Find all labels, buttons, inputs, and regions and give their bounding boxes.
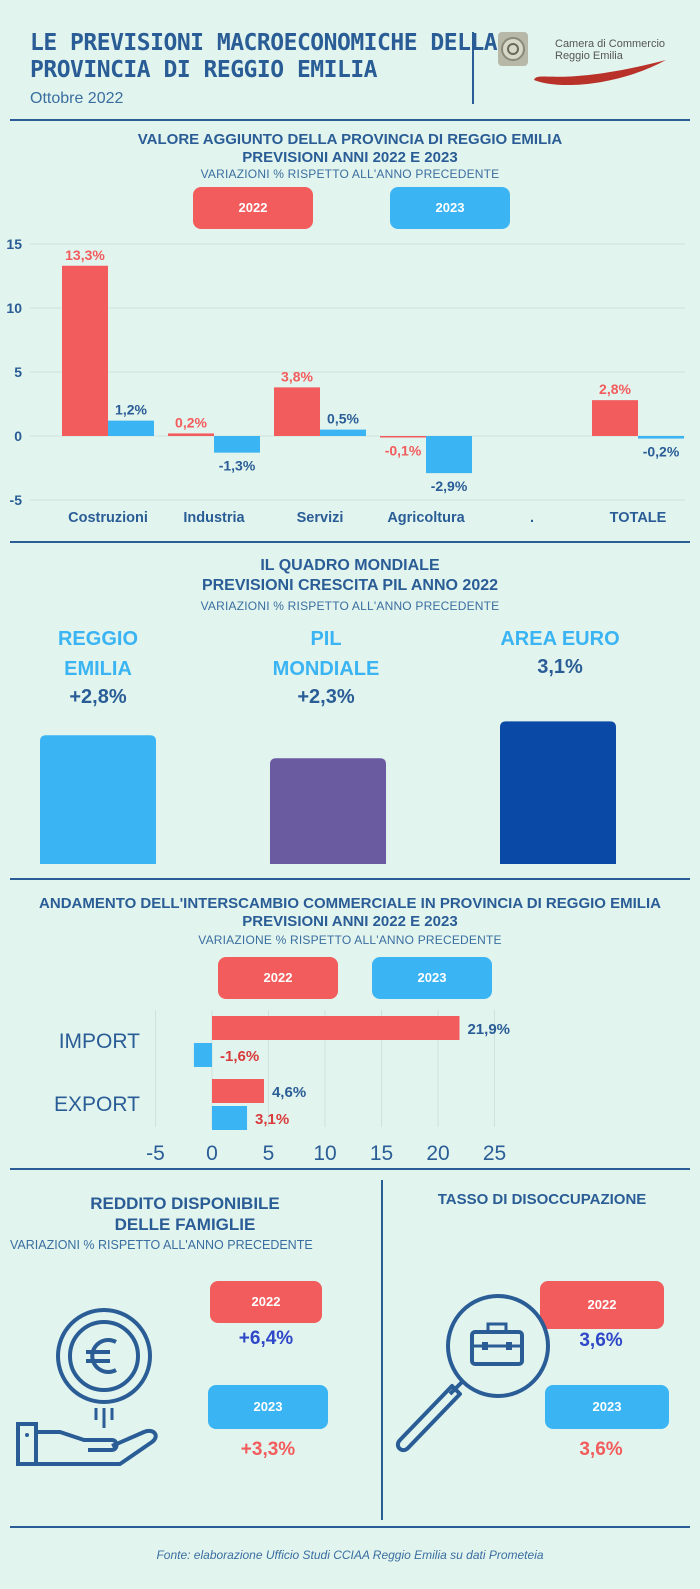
data-label: 2,8% <box>599 381 631 397</box>
magnifier-briefcase-icon <box>395 1294 550 1453</box>
category-label: EXPORT <box>54 1093 140 1116</box>
x-tick-label: -5 <box>146 1142 165 1165</box>
income-subtitle: VARIAZIONI % RISPETTO ALL'ANNO PRECEDENT… <box>10 1238 313 1252</box>
source-note: Fonte: elaborazione Ufficio Studi CCIAA … <box>156 1548 544 1562</box>
unemployment-2022-pill: 2022 <box>540 1281 664 1329</box>
reggio-emilia-block: REGGIO EMILIA +2,8% <box>57 628 138 708</box>
divider-4 <box>10 1168 690 1170</box>
section4-divider <box>381 1180 383 1520</box>
bar-2022-2 <box>274 387 320 436</box>
x-tick-label: 5 <box>263 1142 275 1165</box>
x-tick-label: 25 <box>483 1142 506 1165</box>
header-divider <box>472 32 474 104</box>
y-tick-label: 5 <box>14 364 22 380</box>
income-title: REDDITO DISPONIBILE DELLE FAMIGLIE <box>90 1194 280 1234</box>
pil-mondiale-block: PIL MONDIALE +2,3% <box>272 628 380 708</box>
page-title: LE PREVISIONI MACROECONOMICHE DELLA PROV… <box>30 30 498 84</box>
logo-graphic <box>498 32 666 86</box>
section2-subtitle: VARIAZIONI % RISPETTO ALL'ANNO PRECEDENT… <box>200 599 500 613</box>
trade-bar-2022-1 <box>212 1079 264 1103</box>
bar-2023-0 <box>108 420 154 436</box>
gdp-bar-2 <box>500 721 616 864</box>
trade-bar-2022-0 <box>212 1016 460 1040</box>
data-label: -0,2% <box>643 444 680 460</box>
divider-1 <box>10 119 690 121</box>
data-label: 3,8% <box>281 368 313 384</box>
area-euro-block: AREA EURO 3,1% <box>500 628 620 678</box>
logo-swoosh <box>534 60 666 86</box>
bar-2023-5 <box>638 436 684 439</box>
title-line-2: PROVINCIA DI REGGIO EMILIA <box>30 57 378 83</box>
divider-3 <box>10 878 690 880</box>
trade-bar-2023-1 <box>212 1106 248 1130</box>
x-tick-label: . <box>530 510 534 526</box>
gdp-bar-0 <box>40 735 156 864</box>
trade-chart: -5 0 5 10 15 20 25 IMPORT 21,9% -1,6% EXPORT 4,6% 3,… <box>54 1010 510 1165</box>
y-tick-label: 10 <box>6 300 22 316</box>
y-tick-label: 15 <box>6 236 22 252</box>
title-line-1: LE PREVISIONI MACROECONOMICHE DELLA <box>30 30 498 56</box>
x-tick-label: 20 <box>426 1142 449 1165</box>
trade-bar-2023-0 <box>193 1043 212 1067</box>
section1-subtitle: VARIAZIONI % RISPETTO ALL'ANNO PRECEDENT… <box>200 167 500 181</box>
data-label: 13,3% <box>65 247 105 263</box>
euro-hand-icon <box>16 1308 158 1466</box>
x-tick-label: 10 <box>313 1142 336 1165</box>
gdp-bar-1 <box>270 758 386 864</box>
bar-2023-3 <box>426 436 472 474</box>
value-added-chart: 15 10 5 0 -5 Costruzioni 13,3% 1,2% Industria 0,2… <box>6 236 685 526</box>
x-tick-label: Agricoltura <box>387 510 465 526</box>
income-2022-value: +6,4% <box>238 1328 294 1349</box>
report-date: Ottobre 2022 <box>30 90 124 107</box>
income-2023-value: +3,3% <box>240 1439 296 1460</box>
y-tick-label: -5 <box>10 492 23 508</box>
income-2022-pill: 2022 <box>210 1281 322 1323</box>
unemployment-2023-value: 3,6% <box>579 1439 623 1460</box>
data-label: 4,6% <box>272 1084 306 1101</box>
trade-legend-2023: 2023 <box>372 957 492 999</box>
divider-2 <box>10 541 690 543</box>
chamber-logo: Camera di Commercio Reggio Emilia <box>498 30 678 90</box>
bar-2022-1 <box>168 433 214 436</box>
x-tick-label: TOTALE <box>610 510 667 526</box>
category-label: IMPORT <box>59 1030 140 1053</box>
gdp-chart <box>40 721 616 864</box>
data-label: -2,9% <box>431 478 468 494</box>
data-label: -1,6% <box>220 1048 259 1065</box>
bar-2023-1 <box>214 436 260 453</box>
divider-5 <box>10 1526 690 1528</box>
unemployment-title: TASSO DI DISOCCUPAZIONE <box>437 1191 647 1208</box>
y-tick-label: 0 <box>14 428 22 444</box>
data-label: -0,1% <box>385 443 422 459</box>
section3-title: ANDAMENTO DELL'INTERSCAMBIO COMMERCIALE … <box>39 895 661 930</box>
x-tick-label: Servizi <box>297 510 344 526</box>
unemployment-2023-pill: 2023 <box>545 1385 669 1429</box>
legend-2023: 2023 <box>390 187 510 229</box>
bar-2022-5 <box>592 400 638 436</box>
data-label: -1,3% <box>219 458 256 474</box>
section3-subtitle: VARIAZIONE % RISPETTO ALL'ANNO PRECEDENT… <box>198 933 502 947</box>
data-label: 21,9% <box>467 1021 510 1038</box>
section2-title: IL QUADRO MONDIALE PREVISIONI CRESCITA P… <box>201 557 499 594</box>
trade-legend-2022: 2022 <box>218 957 338 999</box>
bar-2023-2 <box>320 429 366 436</box>
x-tick-label: Costruzioni <box>68 510 148 526</box>
income-2023-pill: 2023 <box>208 1385 328 1429</box>
section1-title: VALORE AGGIUNTO DELLA PROVINCIA DI REGGI… <box>137 131 563 166</box>
x-tick-label: Industria <box>183 510 245 526</box>
bar-2022-3 <box>380 436 426 438</box>
data-label: 1,2% <box>115 402 147 418</box>
x-tick-label: 0 <box>206 1142 218 1165</box>
x-tick-label: 15 <box>370 1142 393 1165</box>
legend-2022: 2022 <box>193 187 313 229</box>
data-label: 0,2% <box>175 414 207 430</box>
data-label: 3,1% <box>255 1111 289 1128</box>
data-label: 0,5% <box>327 411 359 427</box>
logo-text: Camera di Commercio Reggio Emilia <box>555 38 666 62</box>
unemployment-2022-value: 3,6% <box>579 1330 623 1351</box>
bar-2022-0 <box>62 265 108 436</box>
